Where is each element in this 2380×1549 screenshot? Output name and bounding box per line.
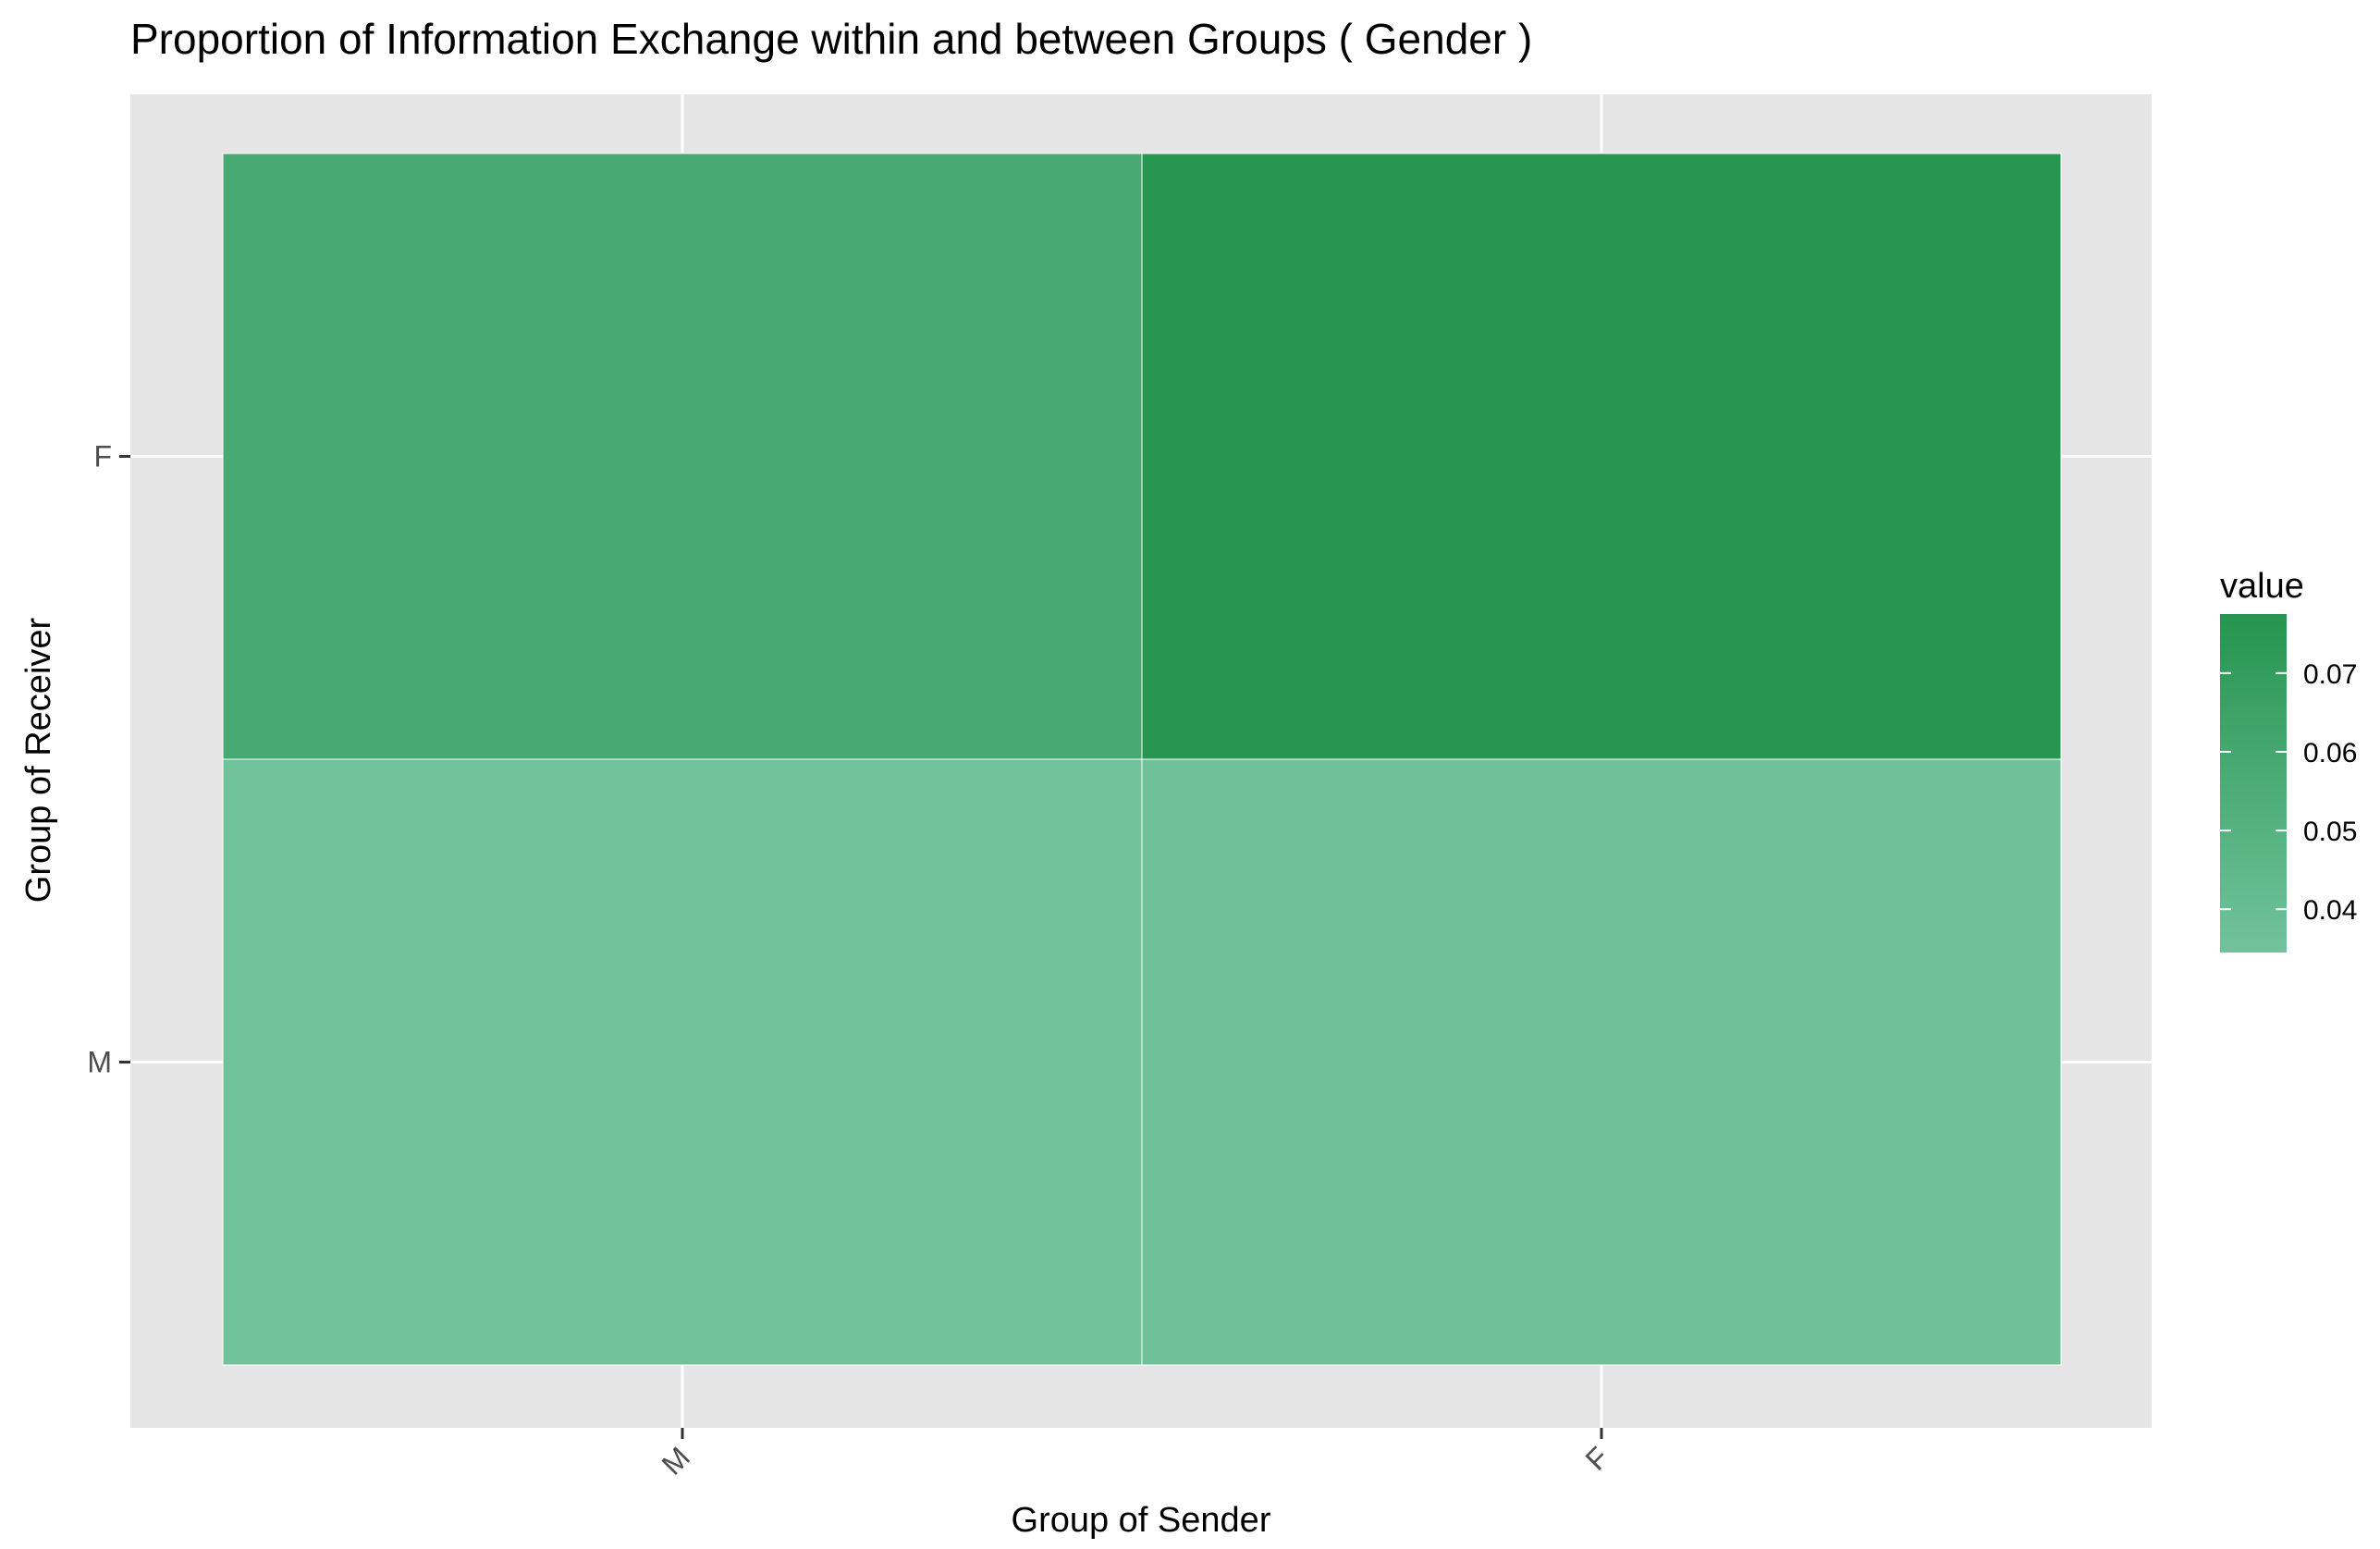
heatmap-tile-sender-f-receiver-f [1141,153,2062,760]
legend: value 0.04 0.05 0.06 0.07 [2220,567,2357,953]
x-axis-title: Group of Sender [1012,1501,1271,1540]
legend-title: value [2220,567,2304,606]
heatmap-tile-sender-m-receiver-m [222,758,1143,1366]
heatmap-tile-sender-m-receiver-f [222,153,1143,760]
legend-tick-label: 0.06 [2303,738,2357,768]
y-tick-label: F [93,440,112,473]
y-axis: MF [87,440,130,1079]
legend-ticks: 0.04 0.05 0.06 0.07 [2220,659,2357,926]
legend-tick-label: 0.05 [2303,817,2357,847]
legend-tick-label: 0.07 [2303,659,2357,690]
y-tick-label: M [87,1046,112,1079]
heatmap-tile-sender-f-receiver-m [1141,758,2062,1366]
legend-colorbar [2220,614,2287,953]
x-tick-label: F [1579,1440,1615,1476]
heatmap-tiles [222,153,2062,1366]
x-tick-label: M [656,1440,696,1481]
chart-title: Proportion of Information Exchange withi… [130,15,1532,63]
legend-tick-label: 0.04 [2303,895,2357,926]
y-axis-title: Group of Receiver [19,617,58,903]
